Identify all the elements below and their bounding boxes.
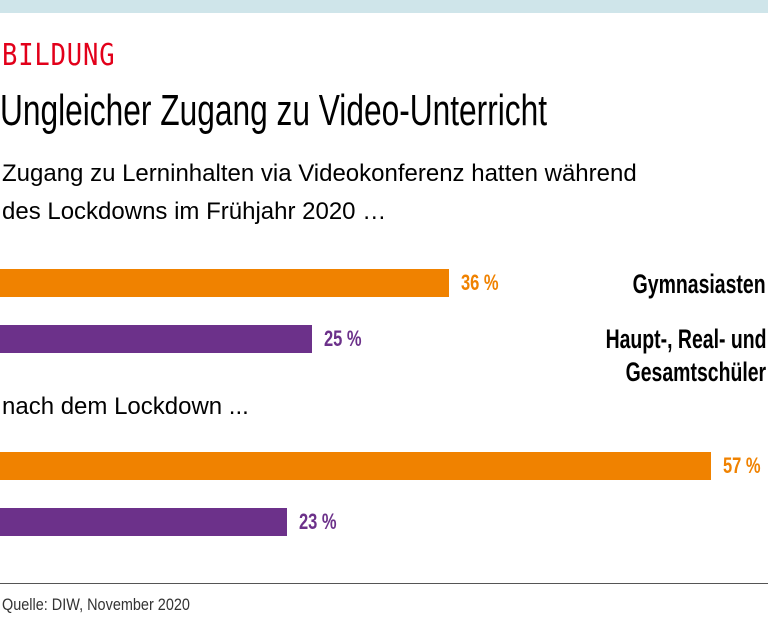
bar-0-1 xyxy=(0,325,312,353)
legend-other-schools-line-1: Haupt-, Real- und xyxy=(605,324,766,354)
top-accent-bar xyxy=(0,0,768,13)
subtitle-line-2: des Lockdowns im Frühjahr 2020 … xyxy=(2,198,387,225)
legend-gymnasiasten: Gymnasiasten xyxy=(633,269,766,299)
legend-other-schools-line-2: Gesamtschüler xyxy=(625,357,766,387)
value-label-1-0: 57 % xyxy=(722,453,761,478)
source-divider xyxy=(0,583,768,584)
bar-0-0 xyxy=(0,269,449,297)
value-label-0-0: 36 % xyxy=(460,270,499,295)
bar-1-0 xyxy=(0,452,711,480)
chart-title: Ungleicher Zugang zu Video-Unterricht xyxy=(0,86,548,135)
value-label-1-1: 23 % xyxy=(298,509,337,534)
kicker: BILDUNG xyxy=(2,38,116,73)
group-label-after: nach dem Lockdown ... xyxy=(2,393,249,420)
source-note: Quelle: DIW, November 2020 xyxy=(2,595,190,614)
subtitle-line-1: Zugang zu Lerninhalten via Videokonferen… xyxy=(2,160,637,187)
bar-1-1 xyxy=(0,508,287,536)
value-label-0-1: 25 % xyxy=(323,326,362,351)
